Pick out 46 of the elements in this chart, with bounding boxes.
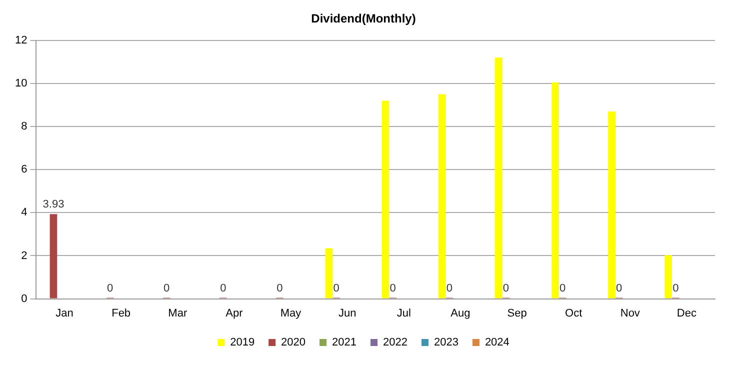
x-tick-label: Aug: [450, 307, 470, 320]
chart-title: Dividend(Monthly): [311, 12, 416, 26]
bar: [664, 255, 672, 298]
y-tick-label: 2: [21, 250, 28, 262]
bar: [50, 214, 58, 298]
data-label: 0: [333, 282, 340, 294]
legend-label: 2019: [230, 336, 255, 349]
y-tick-label: 0: [21, 292, 28, 305]
x-tick-label: Dec: [676, 307, 697, 320]
bar: [552, 82, 559, 298]
y-tick-label: 8: [21, 120, 28, 133]
x-tick-label: Jan: [56, 307, 74, 320]
y-tick-label: 12: [14, 34, 28, 46]
legend-label: 2022: [383, 336, 408, 349]
legend-label: 2023: [434, 336, 458, 349]
data-label: 0: [502, 282, 510, 294]
data-label: 0: [616, 282, 622, 294]
bar: [608, 111, 616, 298]
x-tick-label: Jun: [338, 307, 356, 320]
bar: [494, 58, 502, 298]
x-tick-label: Apr: [226, 307, 244, 320]
y-tick-label: 4: [21, 206, 28, 219]
data-label: 0: [446, 282, 452, 294]
data-label: 0: [390, 282, 396, 294]
data-label: 3.93: [42, 198, 64, 211]
x-tick-label: May: [280, 307, 302, 320]
data-label: 0: [106, 282, 114, 294]
data-label: 0: [276, 282, 283, 294]
x-tick-label: Sep: [507, 307, 527, 320]
y-tick-label: 6: [21, 164, 28, 176]
x-tick-label: Oct: [565, 307, 582, 320]
data-label: 0: [672, 282, 679, 294]
x-tick-label: Feb: [112, 307, 131, 320]
data-label: 0: [220, 282, 226, 294]
x-tick-label: Jul: [396, 307, 411, 320]
bar: [438, 94, 446, 298]
y-tick-label: 10: [14, 78, 28, 90]
data-label: 0: [164, 282, 170, 294]
x-tick-label: Nov: [620, 307, 640, 320]
legend-label: 2021: [332, 336, 357, 349]
bar: [325, 248, 333, 298]
legend-label: 2024: [484, 336, 510, 349]
x-tick-label: Mar: [168, 307, 188, 320]
legend-label: 2020: [281, 336, 306, 349]
bar: [382, 100, 390, 298]
data-label: 0: [560, 282, 566, 294]
